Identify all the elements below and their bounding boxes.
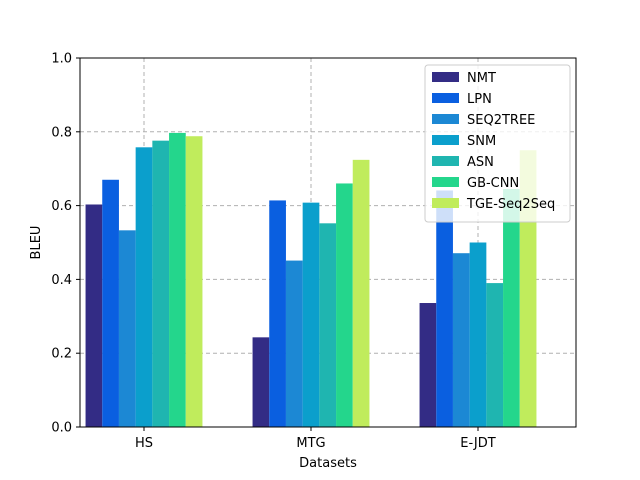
x-tick-label: MTG: [296, 436, 325, 451]
legend-swatch: [432, 72, 459, 82]
bar-nmt-e-jdt: [419, 303, 437, 427]
bar-seq2tree-mtg: [285, 260, 303, 427]
bar-lpn-mtg: [269, 200, 286, 427]
legend-swatch: [432, 135, 459, 145]
bar-snm-e-jdt: [469, 242, 487, 427]
bar-tge-seq2seq-mtg: [352, 159, 370, 427]
bar-tge-seq2seq-hs: [185, 136, 203, 427]
bar-gb-cnn-mtg: [336, 183, 353, 427]
y-tick-label: 0.8: [51, 125, 72, 140]
legend-swatch: [432, 177, 459, 187]
plot-area-frame: [79, 57, 577, 428]
bar-gb-cnn-hs: [169, 132, 186, 428]
x-axis-label: Datasets: [299, 456, 357, 471]
legend-swatch: [432, 93, 459, 103]
legend-swatch: [432, 114, 459, 124]
legend-label: NMT: [467, 71, 496, 86]
y-tick-label: 1.0: [51, 52, 72, 67]
bar-snm-mtg: [302, 202, 320, 427]
bar-asn-mtg: [319, 223, 337, 427]
bar-lpn-hs: [102, 179, 119, 427]
legend-box: [424, 64, 571, 223]
y-tick-label: 0.4: [51, 273, 72, 288]
legend-label: ASN: [467, 155, 494, 170]
bar-gb-cnn-e-jdt: [503, 188, 520, 427]
bar-seq2tree-hs: [118, 230, 136, 427]
y-axis-ticks: 0.0 0.2 0.4 0.6 0.8 1.0: [51, 52, 80, 436]
legend: NMT LPN SEQ2TREE SNM ASN GB-CNN TGE-Seq2Seq: [424, 64, 571, 223]
bar-lpn-e-jdt: [436, 190, 453, 427]
x-tick-label: E-JDT: [460, 436, 495, 451]
bar-asn-e-jdt: [486, 283, 504, 427]
bar-asn-hs: [152, 140, 170, 427]
y-tick-label: 0.6: [51, 199, 72, 214]
legend-swatch: [432, 156, 459, 166]
bar-nmt-mtg: [252, 337, 270, 427]
y-axis-label: BLEU: [29, 226, 44, 260]
x-tick-label: HS: [135, 436, 153, 451]
legend-label: SEQ2TREE: [467, 113, 535, 128]
y-tick-label: 0.0: [51, 421, 72, 436]
x-axis-ticks: HS MTG E-JDT: [135, 427, 496, 451]
legend-label: SNM: [467, 134, 496, 149]
legend-label: GB-CNN: [467, 176, 519, 191]
y-tick-label: 0.2: [51, 347, 72, 362]
legend-label: TGE-Seq2Seq: [466, 197, 555, 212]
bar-seq2tree-e-jdt: [452, 253, 470, 427]
bar-snm-hs: [135, 147, 153, 427]
legend-label: LPN: [467, 92, 492, 107]
bar-nmt-hs: [85, 204, 103, 427]
legend-swatch: [432, 198, 459, 208]
